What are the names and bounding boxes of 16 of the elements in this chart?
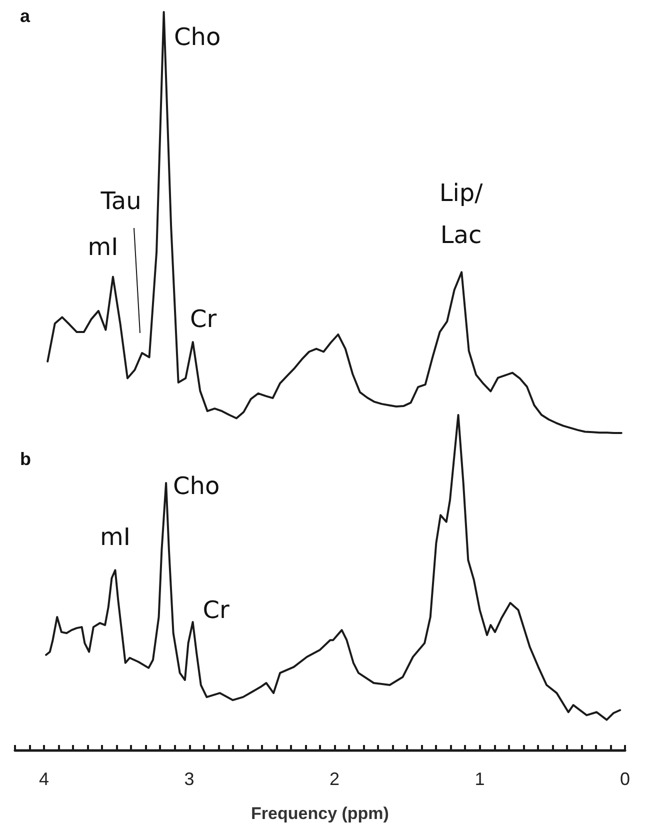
annotation: Cho — [173, 472, 220, 500]
x-tick-label: 1 — [474, 769, 485, 789]
annotation: Cr — [190, 305, 217, 333]
x-tick-label: 3 — [184, 769, 194, 789]
chart-title: a — [20, 6, 31, 26]
annotation: Tau — [100, 187, 142, 215]
x-tick-label: 0 — [620, 769, 630, 789]
text: b — [20, 449, 31, 469]
annotation: Cho — [174, 23, 221, 51]
annotation: mI — [100, 523, 130, 552]
x-axis-title: Frequency (ppm) — [251, 804, 389, 823]
x-tick-label: 2 — [330, 769, 340, 789]
annotation: Cr — [202, 596, 230, 624]
annotation: Lip/ Lac — [439, 179, 484, 249]
annotation: mI — [88, 233, 118, 261]
x-tick-label: 4 — [39, 769, 50, 789]
